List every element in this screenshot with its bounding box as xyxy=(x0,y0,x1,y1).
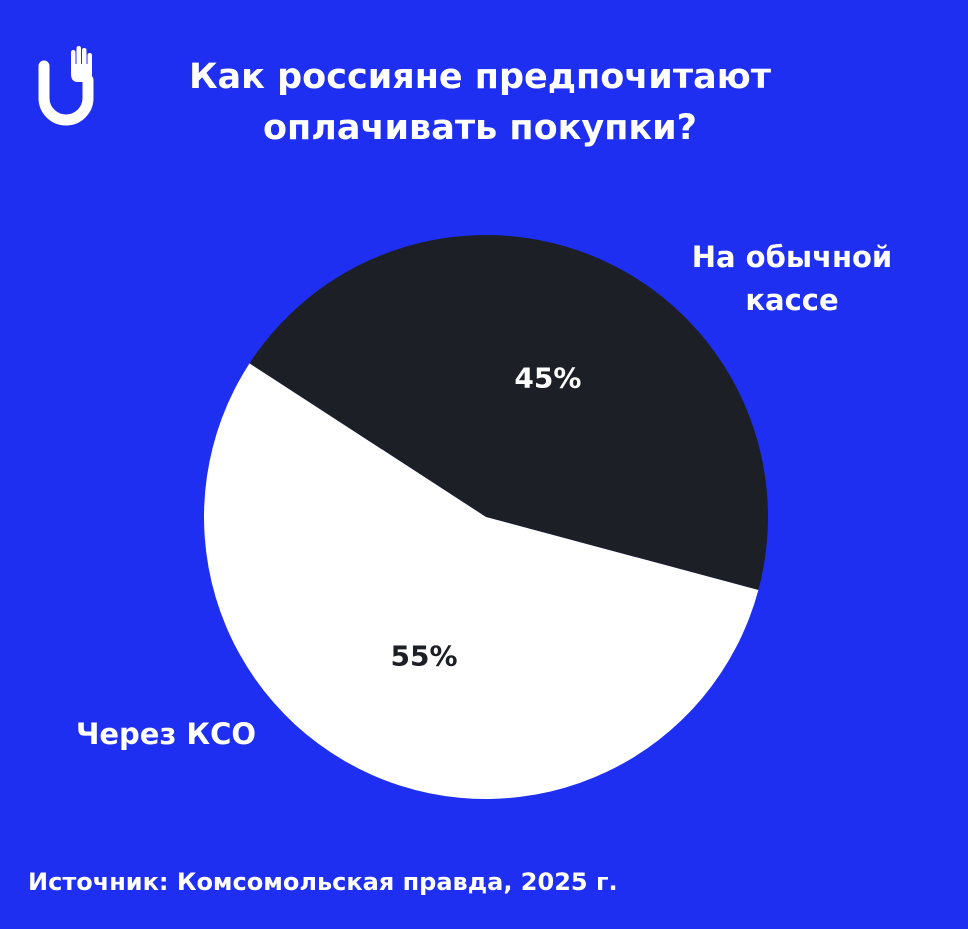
pie-category-label-1: На обычной кассе xyxy=(692,240,893,317)
source-note: Источник: Комсомольская правда, 2025 г. xyxy=(28,868,618,896)
chart-title: Как россияне предпочитают оплачивать пок… xyxy=(140,52,820,154)
pie-slice-1 xyxy=(249,235,769,590)
pie-category-label-2-line-1: Через КСО xyxy=(76,717,256,751)
pie-value-label-2: 55% xyxy=(391,640,458,673)
hand-u-logo-icon xyxy=(38,46,94,126)
chart-title-line-2: оплачивать покупки? xyxy=(263,108,697,148)
pie-value-label-1: 45% xyxy=(514,361,581,394)
pie-category-label-1-line-2: кассе xyxy=(745,283,838,317)
pie-category-label-1-line-1: На обычной xyxy=(692,240,893,274)
chart-title-line-1: Как россияне предпочитают xyxy=(188,57,772,97)
pie-category-label-2: Через КСО xyxy=(76,717,256,751)
pie-slice-2 xyxy=(203,363,759,799)
